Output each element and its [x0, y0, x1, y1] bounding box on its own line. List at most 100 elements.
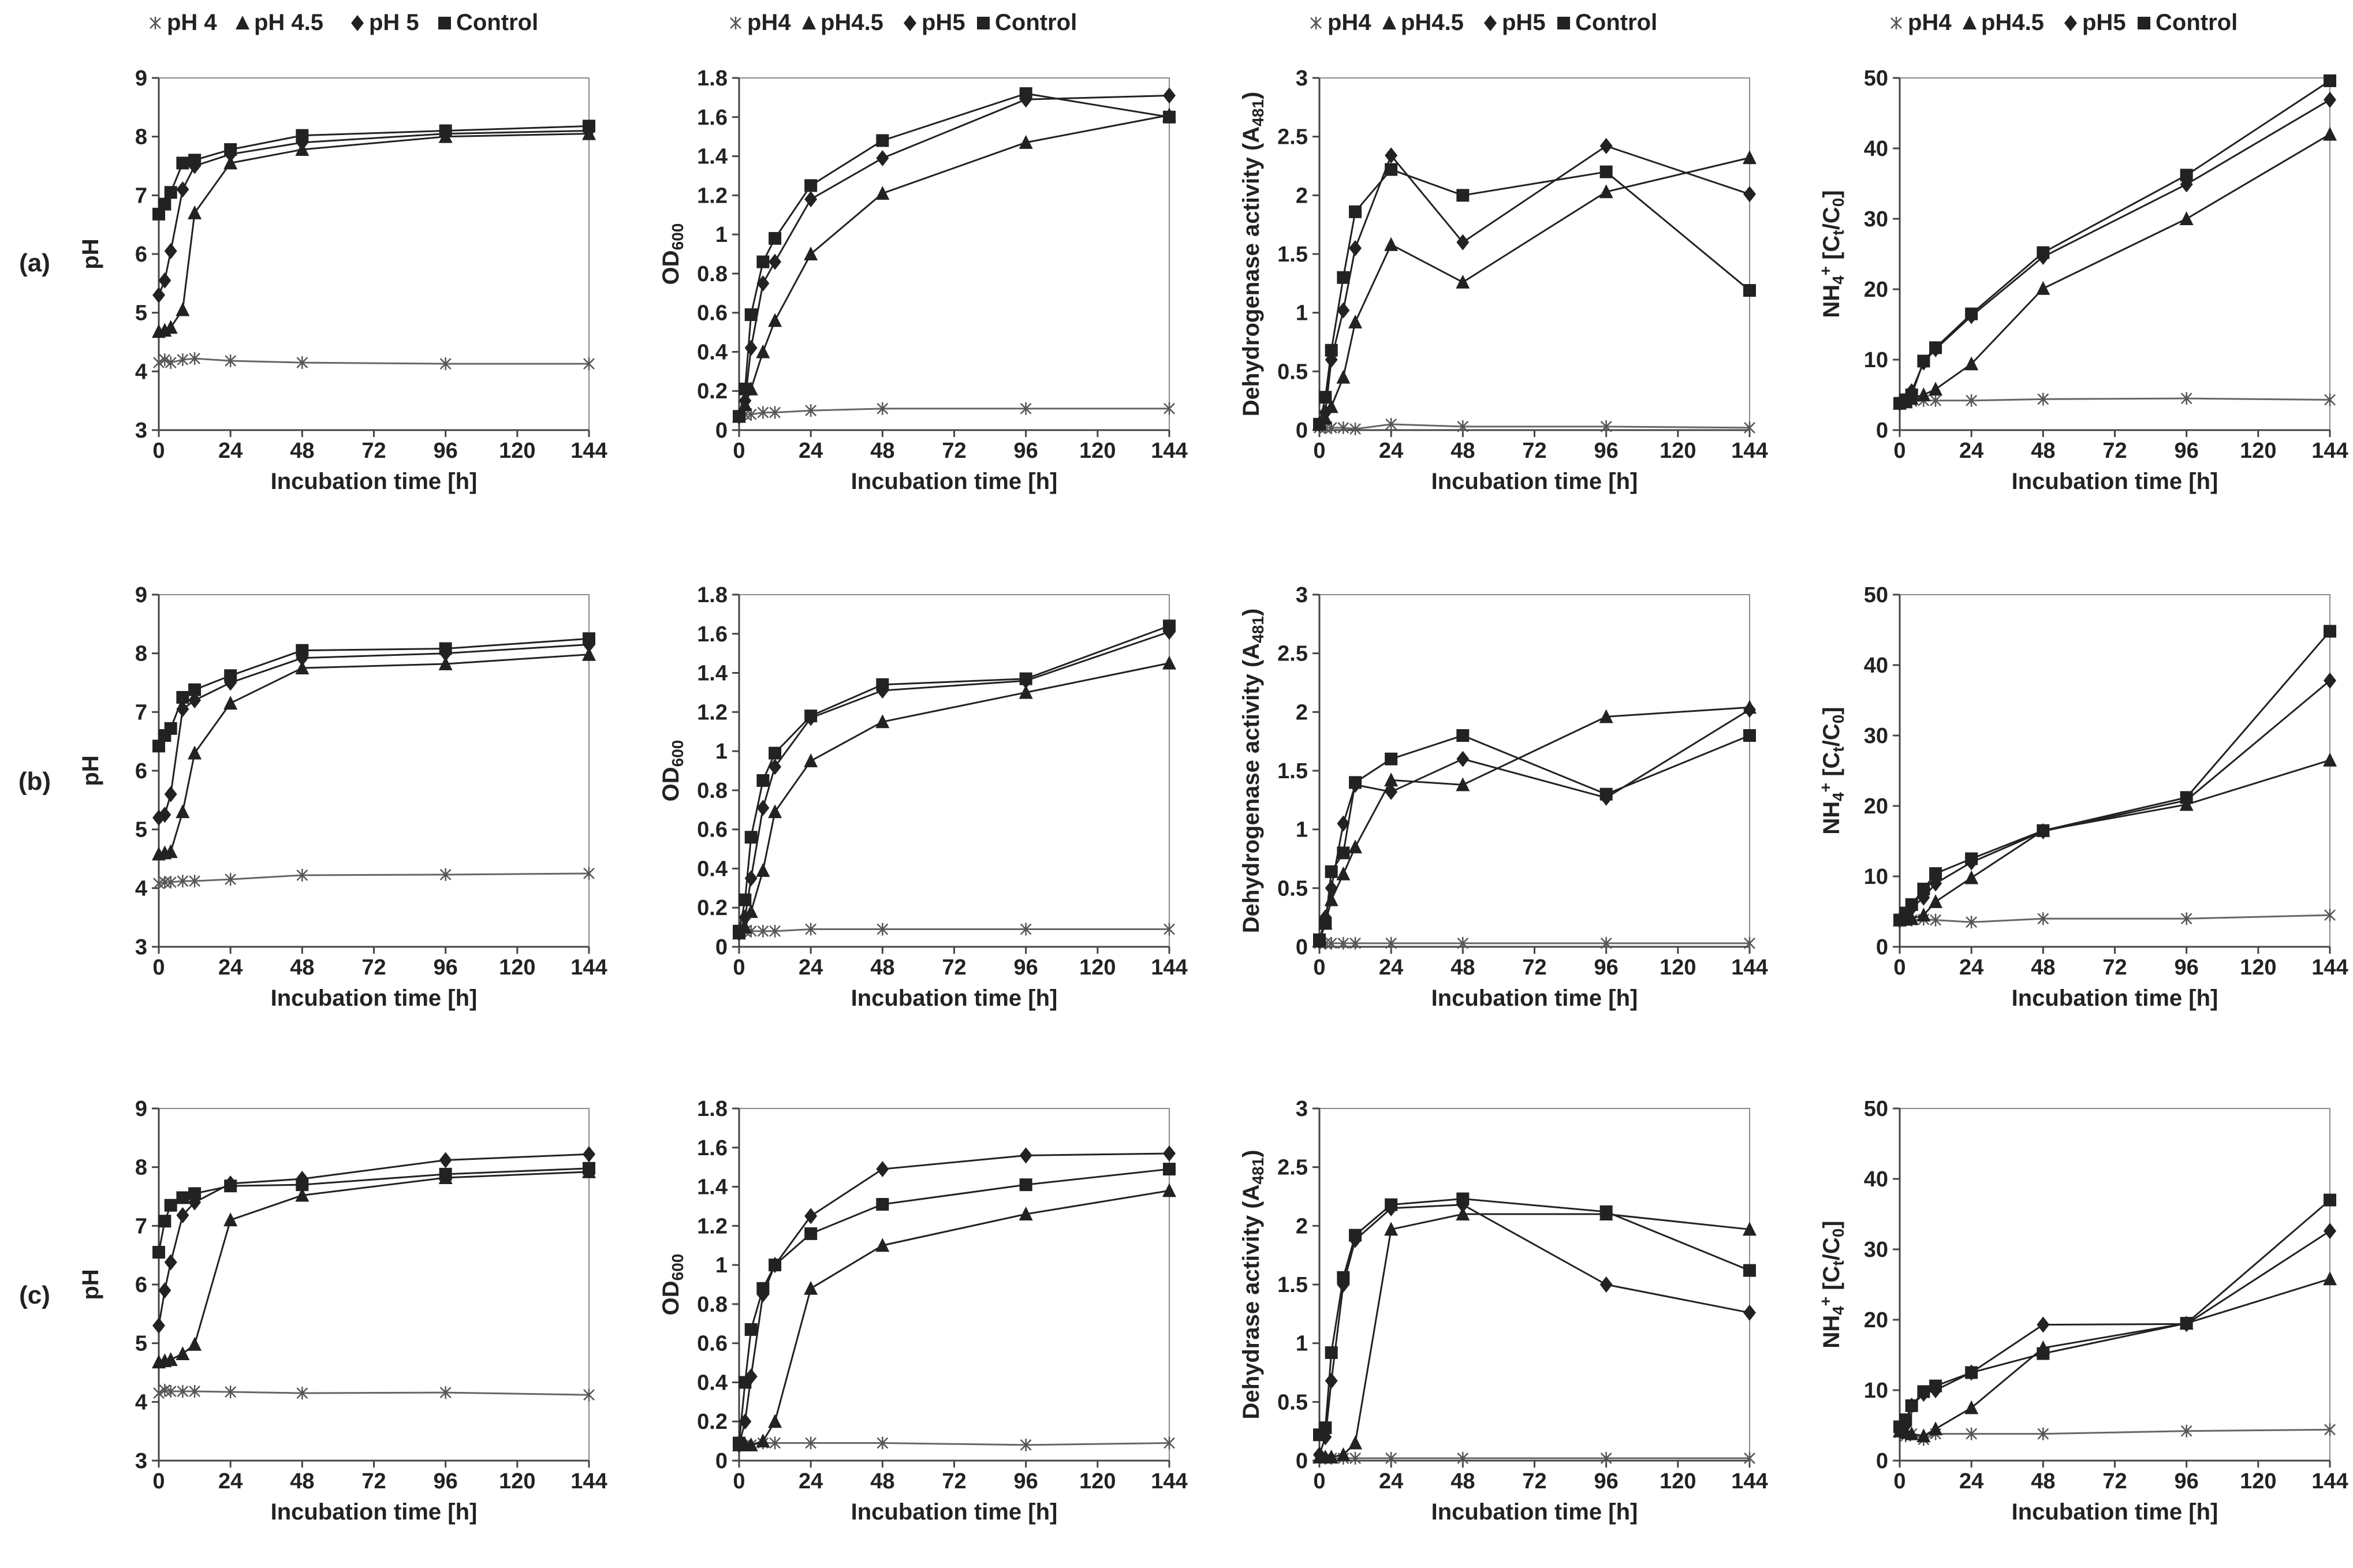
- legend-marker: [1310, 17, 1322, 29]
- row-label-b: (b): [18, 767, 51, 796]
- y-tick-label: 1.2: [697, 184, 728, 208]
- y-tick-label: 0.6: [697, 301, 728, 326]
- data-point: [768, 1414, 782, 1428]
- data-point: [744, 308, 758, 322]
- y-tick-label: 0.5: [1277, 1390, 1308, 1414]
- data-point: [733, 924, 745, 938]
- data-point: [1929, 1421, 1943, 1436]
- data-point: [177, 353, 189, 366]
- data-point: [2180, 1317, 2193, 1330]
- data-point: [2324, 1193, 2336, 1207]
- x-axis-label: Incubation time [h]: [851, 469, 1058, 494]
- y-tick-label: 1.5: [1277, 1273, 1308, 1297]
- data-point: [2323, 752, 2337, 767]
- y-tick-label: 40: [1864, 137, 1888, 161]
- data-point: [769, 924, 781, 938]
- data-point: [875, 1238, 890, 1252]
- legend-label: pH4.5: [1981, 10, 2044, 35]
- data-point: [1020, 402, 1032, 415]
- data-point: [1019, 1207, 1033, 1220]
- data-point: [1599, 709, 1613, 723]
- data-point: [152, 740, 165, 753]
- data-point: [164, 1199, 177, 1212]
- legend-label: pH5: [2082, 10, 2126, 35]
- x-tick-label: 24: [799, 955, 823, 980]
- data-point: [876, 678, 889, 691]
- x-tick-label: 72: [2102, 439, 2127, 463]
- data-point: [1929, 894, 1943, 908]
- legend-label: Control: [1575, 10, 1657, 35]
- y-axis-label: Dehydrogenase activity (A481): [1239, 608, 1267, 933]
- y-tick-label: 1.6: [697, 106, 728, 130]
- x-tick-label: 96: [434, 955, 458, 980]
- y-tick-label: 40: [1864, 654, 1888, 678]
- data-point: [2323, 126, 2337, 141]
- x-tick-label: 48: [1450, 955, 1475, 980]
- y-tick-label: 0.4: [697, 857, 728, 881]
- data-point: [2037, 1347, 2050, 1360]
- x-tick-label: 24: [1959, 1469, 1983, 1494]
- data-point: [739, 893, 752, 906]
- x-tick-label: 24: [218, 955, 243, 980]
- data-point: [1019, 1147, 1032, 1164]
- y-axis-label: Dehydrase activity (A481): [1239, 1150, 1267, 1420]
- x-tick-label: 72: [2102, 1469, 2127, 1494]
- data-point: [1599, 137, 1613, 154]
- y-tick-label: 9: [135, 66, 147, 91]
- data-point: [224, 669, 237, 682]
- data-point: [1164, 402, 1175, 415]
- data-point: [1965, 852, 1978, 865]
- legend-label: pH4.5: [821, 10, 883, 35]
- data-point: [739, 382, 752, 395]
- data-point: [1319, 391, 1332, 404]
- data-point: [296, 644, 309, 657]
- data-point: [1457, 936, 1469, 950]
- legend-marker: [904, 15, 916, 31]
- legend-label: pH 4: [167, 10, 217, 35]
- data-point: [1020, 1438, 1032, 1451]
- data-point: [757, 924, 769, 938]
- data-point: [165, 876, 177, 889]
- y-tick-label: 0.8: [697, 262, 728, 286]
- data-point: [1964, 1400, 1979, 1414]
- data-point: [769, 1436, 781, 1450]
- data-point: [158, 272, 171, 289]
- x-tick-label: 120: [1660, 1469, 1696, 1494]
- data-point: [1348, 1435, 1363, 1450]
- data-point: [1905, 389, 1918, 401]
- data-point: [804, 1280, 818, 1295]
- data-point: [804, 247, 818, 260]
- data-point: [439, 868, 452, 881]
- y-tick-label: 5: [135, 1332, 147, 1356]
- x-tick-label: 144: [1731, 1469, 1767, 1494]
- x-axis-label: Incubation time [h]: [851, 985, 1058, 1011]
- x-tick-label: 48: [290, 955, 314, 980]
- data-point: [756, 1282, 770, 1295]
- x-tick-label: 144: [570, 439, 607, 463]
- y-axis-label: Dehydrogenase activity (A481): [1239, 92, 1267, 416]
- data-point: [165, 1385, 177, 1398]
- x-tick-label: 120: [2240, 955, 2276, 980]
- x-axis-label: Incubation time [h]: [271, 985, 478, 1011]
- y-axis-label: OD600: [658, 1254, 687, 1316]
- y-tick-label: 30: [1864, 207, 1888, 232]
- data-point: [2037, 246, 2050, 259]
- legend-label: pH4: [1908, 10, 1952, 35]
- x-axis-label: Incubation time [h]: [851, 1499, 1058, 1525]
- data-point: [756, 255, 770, 268]
- data-point: [1456, 777, 1470, 792]
- data-point: [2324, 1423, 2336, 1436]
- y-axis-label: NH4+ [Ct/C0]: [1817, 190, 1847, 318]
- x-tick-label: 96: [1014, 1469, 1038, 1494]
- data-point: [1966, 394, 1978, 407]
- y-tick-label: 1.5: [1277, 759, 1308, 783]
- data-point: [739, 1376, 752, 1389]
- data-point: [176, 156, 189, 170]
- data-point: [189, 875, 200, 888]
- data-point: [1337, 421, 1349, 434]
- chart-panel-a-OD: 0 24 48 72 96 120 144 0 0.2 0.4 0.6 0.8 1 1.2 1.4 1.6 1.…: [658, 10, 1188, 494]
- data-point: [158, 1215, 171, 1228]
- y-tick-label: 0.2: [697, 896, 728, 920]
- y-tick-label: 8: [135, 1156, 147, 1180]
- y-tick-label: 2: [1296, 184, 1308, 208]
